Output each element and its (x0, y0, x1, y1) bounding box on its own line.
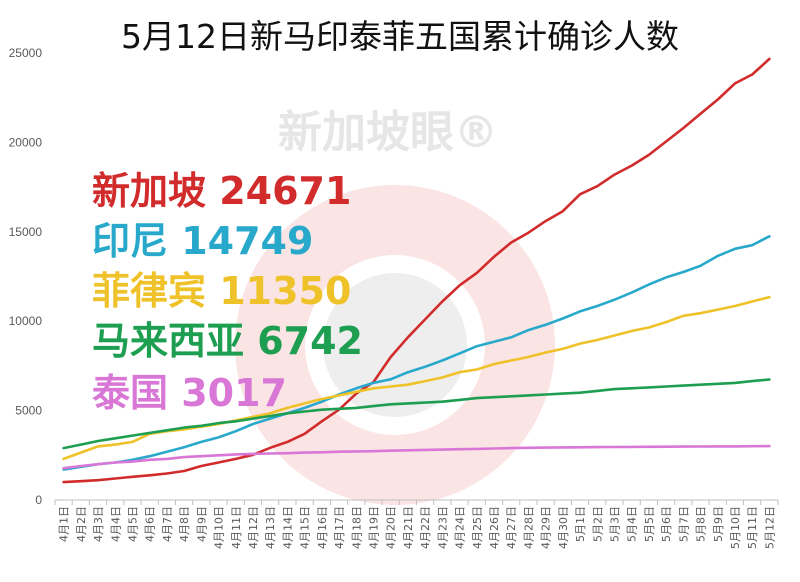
series-line-4 (62, 444, 771, 470)
x-tick-label: 5月6日 (660, 506, 673, 542)
legend-entry-3: 马来西亚 6742 (92, 319, 363, 363)
x-tick-label: 4月3日 (92, 506, 105, 542)
series-line-2 (62, 295, 771, 461)
x-tick-label: 5月7日 (677, 506, 690, 542)
x-tick-label: 4月19日 (367, 506, 380, 549)
legend-entry-4: 泰国 3017 (92, 371, 287, 415)
x-tick-label: 5月8日 (695, 506, 708, 542)
y-tick-label: 15000 (9, 225, 43, 239)
x-tick-label: 4月26日 (488, 506, 501, 549)
series-line-3 (62, 378, 771, 450)
y-tick-label: 5000 (15, 404, 42, 418)
x-tick-label: 4月16日 (316, 506, 329, 549)
x-tick-label: 4月17日 (333, 506, 346, 549)
y-tick-label: 10000 (9, 314, 43, 328)
x-tick-label: 5月4日 (626, 506, 639, 542)
x-tick-label: 4月28日 (522, 506, 535, 549)
x-tick-label: 5月9日 (712, 506, 725, 542)
x-tick-label: 4月1日 (58, 506, 71, 542)
x-tick-label: 4月15日 (299, 506, 312, 549)
x-tick-label: 5月10日 (729, 506, 742, 549)
x-tick-label: 5月5日 (643, 506, 656, 542)
x-tick-label: 5月11日 (746, 506, 759, 549)
x-tick-label: 4月4日 (109, 506, 122, 542)
x-tick-label: 4月11日 (230, 506, 243, 549)
series-line-0 (62, 57, 771, 484)
x-tick-label: 5月12日 (763, 506, 776, 549)
x-tick-label: 4月21日 (402, 506, 415, 549)
x-tick-label: 4月9日 (195, 506, 208, 542)
x-tick-label: 4月2日 (75, 506, 88, 542)
x-tick-label: 4月12日 (247, 506, 260, 549)
y-tick-label: 0 (35, 493, 42, 507)
y-tick-label: 25000 (9, 46, 43, 60)
x-tick-label: 4月25日 (471, 506, 484, 549)
x-tick-label: 5月2日 (591, 506, 604, 542)
watermark: 新加坡眼® (278, 107, 498, 158)
legend-entry-2: 菲律宾 11350 (92, 269, 352, 313)
x-tick-label: 4月30日 (557, 506, 570, 549)
x-tick-label: 4月22日 (419, 506, 432, 549)
x-tick-label: 4月20日 (385, 506, 398, 549)
x-tick-label: 4月29日 (540, 506, 553, 549)
x-tick-label: 5月3日 (608, 506, 621, 542)
chart-title: 5月12日新马印泰菲五国累计确诊人数 (121, 17, 679, 56)
x-tick-label: 5月1日 (574, 506, 587, 542)
legend-entry-0: 新加坡 24671 (92, 169, 352, 213)
y-tick-label: 20000 (9, 135, 43, 149)
legend-entry-1: 印尼 14749 (92, 219, 314, 263)
x-tick-label: 4月27日 (505, 506, 518, 549)
x-tick-label: 4月7日 (161, 506, 174, 542)
series-line-1 (62, 235, 771, 471)
x-tick-label: 4月24日 (454, 506, 467, 549)
x-tick-label: 4月23日 (436, 506, 449, 549)
x-tick-label: 4月6日 (144, 506, 157, 542)
x-tick-label: 4月10日 (213, 506, 226, 549)
x-tick-label: 4月18日 (350, 506, 363, 549)
x-tick-label: 4月13日 (264, 506, 277, 549)
x-tick-label: 4月8日 (178, 506, 191, 542)
x-tick-label: 4月14日 (281, 506, 294, 549)
x-tick-label: 4月5日 (126, 506, 139, 542)
